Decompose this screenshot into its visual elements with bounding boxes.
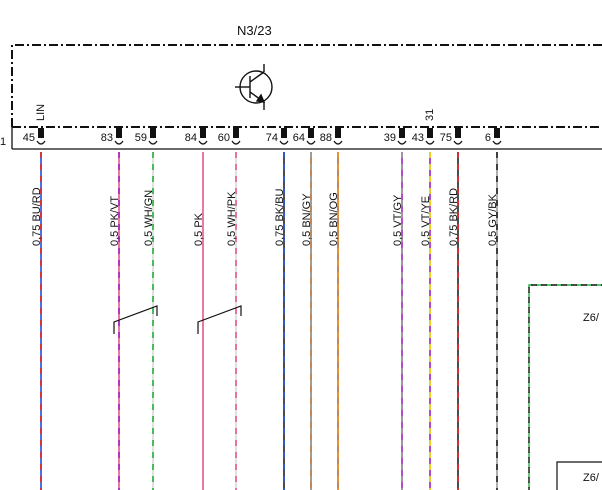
pin-socket bbox=[200, 128, 206, 138]
pin-socket bbox=[116, 128, 122, 138]
edge-label: 1 bbox=[0, 136, 6, 148]
wire-label: 0,75 BU/RD bbox=[31, 187, 43, 246]
pin-number: 45 bbox=[23, 132, 35, 144]
pin-60: 60 0,5 WH/PK bbox=[218, 128, 241, 490]
pin-contact bbox=[198, 140, 208, 145]
pin-39: 39 0,5 VT/GY bbox=[384, 128, 407, 490]
pin-number: 74 bbox=[266, 132, 278, 144]
pin-number: 75 bbox=[440, 132, 452, 144]
module-box bbox=[11, 44, 602, 150]
pin-contact bbox=[231, 140, 241, 145]
pin-socket bbox=[150, 128, 156, 138]
pin-number: 83 bbox=[101, 132, 113, 144]
wire-label: 0,5 BN/OG bbox=[328, 192, 340, 246]
splice-marks bbox=[113, 305, 242, 334]
wire-label: 0,75 BK/RD bbox=[448, 188, 460, 246]
pin-64: 64 0,5 BN/GY bbox=[293, 128, 316, 490]
wire-label: 0,5 BN/GY bbox=[301, 193, 313, 246]
pin-contact bbox=[148, 140, 158, 145]
pin-contact bbox=[425, 140, 435, 145]
wire-label: 0,5 PK bbox=[193, 212, 205, 246]
pin-number: 39 bbox=[384, 132, 396, 144]
pin-socket bbox=[281, 128, 287, 138]
pin-6: 6 0,5 GY/BK bbox=[485, 128, 502, 490]
pin-contact bbox=[453, 140, 463, 145]
pin-number: 88 bbox=[320, 132, 332, 144]
pin-number: 59 bbox=[135, 132, 147, 144]
side-component: Z6/ Z6/ bbox=[528, 284, 602, 490]
pin-88: 88 0,5 BN/OG bbox=[320, 128, 343, 490]
pin-number: 6 bbox=[485, 132, 491, 144]
pin-number: 43 bbox=[412, 132, 424, 144]
pin-84: 84 0,5 PK bbox=[185, 128, 208, 490]
wire-label: 0,5 GY/BK bbox=[487, 193, 499, 246]
pin-contact bbox=[333, 140, 343, 145]
pin-contact bbox=[492, 140, 502, 145]
component-name: N3/23 bbox=[237, 23, 272, 38]
wire-label: 0,75 BK/BU bbox=[274, 188, 286, 246]
pin-socket bbox=[427, 128, 433, 138]
pin-contact bbox=[279, 140, 289, 145]
wire-label: 0,5 VT/YE bbox=[420, 196, 432, 246]
side-component-label-bottom: Z6/ bbox=[583, 472, 600, 484]
pin-number: 60 bbox=[218, 132, 230, 144]
wire-label: 0,5 WH/GN bbox=[143, 190, 155, 246]
pin-74: 74 0,75 BK/BU bbox=[266, 128, 289, 490]
transistor-icon bbox=[235, 64, 273, 110]
pin-contact bbox=[397, 140, 407, 145]
pin-socket bbox=[335, 128, 341, 138]
pin-59: 59 0,5 WH/GN bbox=[135, 128, 158, 490]
pin-socket bbox=[494, 128, 500, 138]
side-component-label-top: Z6/ bbox=[583, 312, 600, 324]
pin-number: 84 bbox=[185, 132, 197, 144]
pin-contact bbox=[306, 140, 316, 145]
pin-contact bbox=[36, 140, 46, 145]
wire-label: 0,5 VT/GY bbox=[392, 194, 404, 246]
pin-contact bbox=[114, 140, 124, 145]
pin-83: 83 0,5 PK/VT bbox=[101, 128, 124, 490]
pin-tag: 31 bbox=[424, 109, 436, 121]
wire-label: 0,5 PK/VT bbox=[109, 196, 121, 246]
pin-number: 64 bbox=[293, 132, 305, 144]
pin-socket bbox=[308, 128, 314, 138]
pin-socket bbox=[399, 128, 405, 138]
pin-socket bbox=[38, 128, 44, 138]
wire-label: 0,5 WH/PK bbox=[226, 191, 238, 246]
pin-socket bbox=[233, 128, 239, 138]
pin-socket bbox=[455, 128, 461, 138]
pin-75: 75 0,75 BK/RD bbox=[440, 128, 463, 490]
pin-tag: LIN bbox=[35, 104, 47, 121]
